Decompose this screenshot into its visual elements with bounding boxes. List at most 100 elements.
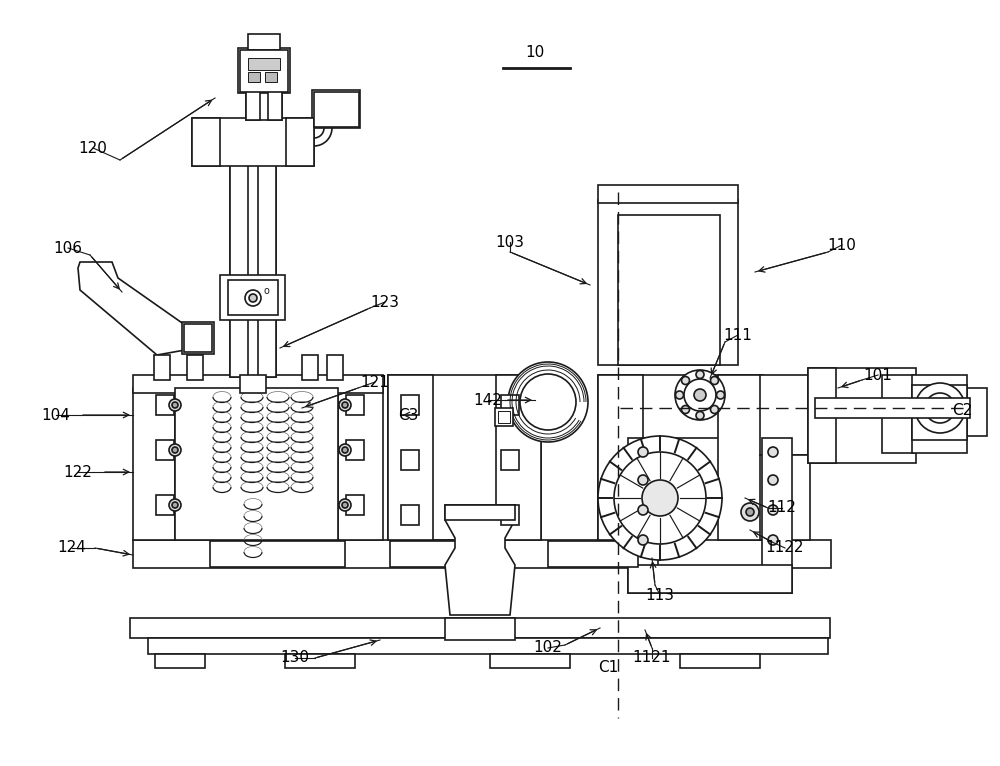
Polygon shape <box>401 395 419 415</box>
Polygon shape <box>338 388 383 540</box>
Bar <box>388 375 541 540</box>
Bar <box>228 280 278 315</box>
Bar <box>210 541 345 567</box>
Circle shape <box>768 535 778 545</box>
Bar <box>230 162 276 377</box>
Polygon shape <box>882 375 914 453</box>
Polygon shape <box>327 355 343 380</box>
Polygon shape <box>628 438 658 568</box>
Polygon shape <box>501 505 519 525</box>
Bar <box>548 541 638 567</box>
Circle shape <box>172 447 178 453</box>
Circle shape <box>342 447 348 453</box>
Bar <box>192 118 314 166</box>
Circle shape <box>675 370 725 420</box>
Circle shape <box>508 362 588 442</box>
Circle shape <box>716 391 724 399</box>
Polygon shape <box>445 618 515 640</box>
Polygon shape <box>220 275 285 320</box>
Circle shape <box>342 502 348 508</box>
Polygon shape <box>912 375 967 453</box>
Polygon shape <box>490 654 570 668</box>
Polygon shape <box>501 395 519 415</box>
Circle shape <box>768 447 778 457</box>
Bar <box>184 324 212 352</box>
Polygon shape <box>258 162 276 377</box>
Circle shape <box>339 499 351 511</box>
Circle shape <box>638 505 648 515</box>
Polygon shape <box>314 92 359 127</box>
Polygon shape <box>154 355 170 380</box>
Polygon shape <box>156 495 174 515</box>
Polygon shape <box>346 395 364 415</box>
Polygon shape <box>78 262 185 355</box>
Text: 124: 124 <box>58 541 86 555</box>
Text: 102: 102 <box>534 640 562 656</box>
Bar <box>498 411 510 423</box>
Circle shape <box>245 290 261 306</box>
Text: 103: 103 <box>496 234 524 250</box>
Polygon shape <box>680 654 760 668</box>
Polygon shape <box>130 618 830 638</box>
Bar <box>618 215 720 365</box>
Bar <box>240 50 288 92</box>
Bar <box>265 72 277 82</box>
Circle shape <box>339 444 351 456</box>
Polygon shape <box>156 395 174 415</box>
Polygon shape <box>445 505 515 520</box>
Bar <box>495 408 513 426</box>
Polygon shape <box>718 375 763 540</box>
Circle shape <box>768 505 778 515</box>
Polygon shape <box>133 388 175 540</box>
Polygon shape <box>248 34 280 50</box>
Circle shape <box>172 502 178 508</box>
Circle shape <box>169 499 181 511</box>
Circle shape <box>676 391 684 399</box>
Text: o: o <box>263 286 269 296</box>
Polygon shape <box>182 322 214 354</box>
Polygon shape <box>238 48 290 93</box>
Circle shape <box>638 475 648 485</box>
Polygon shape <box>148 638 828 654</box>
Circle shape <box>682 377 690 385</box>
Polygon shape <box>133 375 383 393</box>
Polygon shape <box>156 440 174 460</box>
Circle shape <box>915 383 965 433</box>
Circle shape <box>638 447 648 457</box>
Polygon shape <box>192 118 220 166</box>
Circle shape <box>696 371 704 378</box>
Polygon shape <box>401 450 419 470</box>
Text: 123: 123 <box>371 294 400 309</box>
Polygon shape <box>760 455 810 540</box>
Circle shape <box>614 452 706 544</box>
Polygon shape <box>302 355 318 380</box>
Text: 106: 106 <box>54 241 83 256</box>
Polygon shape <box>445 505 515 615</box>
Circle shape <box>768 475 778 485</box>
Polygon shape <box>598 200 738 365</box>
Bar <box>248 58 280 70</box>
Text: 104: 104 <box>42 408 70 423</box>
Polygon shape <box>346 495 364 515</box>
Polygon shape <box>268 90 282 120</box>
Circle shape <box>638 535 648 545</box>
Circle shape <box>694 389 706 401</box>
Text: 121: 121 <box>361 375 389 389</box>
Circle shape <box>746 508 754 516</box>
Circle shape <box>741 503 759 521</box>
Polygon shape <box>967 388 987 436</box>
Bar <box>598 375 763 540</box>
Circle shape <box>520 374 576 430</box>
Text: 1122: 1122 <box>766 541 804 555</box>
Bar <box>175 388 338 540</box>
Bar <box>248 72 260 82</box>
Circle shape <box>710 405 718 414</box>
Polygon shape <box>496 375 541 540</box>
Polygon shape <box>230 162 248 377</box>
Circle shape <box>339 399 351 411</box>
Polygon shape <box>187 355 203 380</box>
Polygon shape <box>762 438 792 568</box>
Bar <box>312 90 360 128</box>
Polygon shape <box>346 440 364 460</box>
Text: 110: 110 <box>828 237 856 253</box>
